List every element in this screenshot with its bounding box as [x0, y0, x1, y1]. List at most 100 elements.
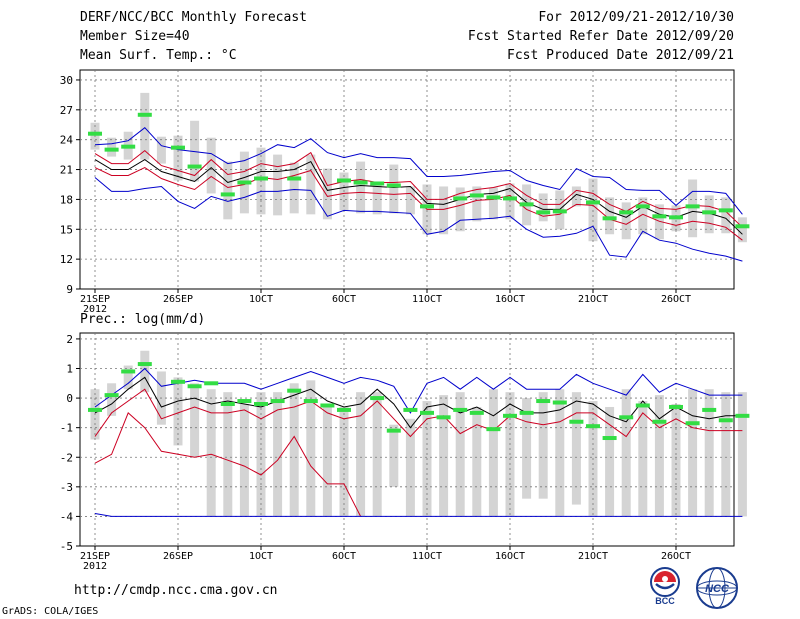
observed-marker — [254, 176, 268, 181]
spread-box — [306, 380, 316, 517]
x-tick-label: 26SEP — [163, 294, 193, 305]
observed-marker — [220, 402, 235, 406]
x-tick-label: 1OCT — [249, 551, 273, 562]
observed-marker — [270, 399, 285, 404]
spread-box — [322, 404, 332, 517]
observed-marker — [104, 393, 119, 398]
source-url[interactable]: http://cmdp.ncc.cma.gov.cn — [74, 583, 278, 598]
bcc-logo-text: BCC — [655, 596, 675, 606]
y-tick-label: 18 — [60, 193, 73, 206]
spread-box — [405, 186, 415, 215]
observed-marker — [469, 410, 484, 415]
spread-box — [455, 187, 465, 232]
observed-marker — [552, 209, 567, 214]
observed-marker — [685, 204, 700, 209]
spread-box — [605, 197, 615, 235]
series-upper — [94, 149, 743, 228]
grads-credit: GrADS: COLA/IGES — [2, 606, 99, 617]
observed-marker — [370, 181, 385, 186]
x-tick-label: 26OCT — [661, 551, 691, 562]
observed-marker — [702, 210, 717, 215]
spread-box — [389, 424, 399, 487]
observed-marker — [237, 180, 252, 185]
observed-marker — [503, 196, 517, 201]
observed-marker — [718, 208, 733, 213]
spread-box — [472, 406, 482, 517]
spread-box — [322, 168, 332, 220]
observed-marker — [436, 415, 451, 420]
temp-variable-label: Mean Surf. Temp.: °C — [80, 48, 237, 63]
observed-marker — [652, 419, 667, 424]
spread-box — [273, 154, 283, 216]
spread-box — [273, 392, 283, 517]
observed-marker — [204, 381, 219, 386]
spread-box — [107, 137, 117, 157]
observed-marker — [320, 403, 335, 408]
y-tick-label: -5 — [60, 540, 73, 553]
spread-box — [455, 392, 465, 517]
prec-variable-label: Prec.: log(mm/d) — [80, 312, 206, 327]
member-size: Member Size=40 — [80, 29, 190, 44]
spread-box — [571, 392, 581, 505]
spread-box — [389, 164, 399, 214]
spread-box — [190, 383, 200, 458]
y-tick-label: 24 — [60, 134, 74, 147]
observed-marker — [586, 424, 600, 429]
observed-marker — [569, 419, 584, 424]
observed-marker — [536, 210, 551, 215]
observed-marker — [702, 407, 717, 412]
x-tick-year: 2012 — [83, 304, 107, 315]
spread-box — [704, 389, 714, 517]
series-max — [94, 367, 743, 414]
observed-marker — [386, 428, 401, 433]
y-tick-label: 21 — [60, 164, 73, 177]
y-tick-label: -3 — [60, 481, 73, 494]
forecast-produced: Fcst Produced Date 2012/09/21 — [507, 48, 734, 63]
observed-marker — [619, 210, 634, 215]
ncc-logo: NCC — [694, 566, 740, 610]
spread-box — [372, 392, 382, 517]
observed-marker — [519, 410, 534, 415]
series-min — [94, 513, 743, 517]
y-tick-label: 27 — [60, 104, 73, 117]
spread-box — [522, 398, 532, 499]
observed-marker — [88, 407, 102, 412]
spread-box — [107, 383, 117, 416]
x-tick-label: 21OCT — [578, 551, 608, 562]
observed-marker — [669, 215, 683, 220]
x-tick-label: 1OCT — [249, 294, 273, 305]
observed-marker — [386, 183, 401, 188]
series-lowest — [94, 412, 362, 517]
y-tick-label: 0 — [66, 392, 73, 405]
observed-marker — [486, 427, 501, 432]
observed-marker — [88, 131, 102, 136]
spread-box — [239, 404, 249, 517]
y-tick-label: 1 — [66, 363, 73, 376]
y-tick-label: 12 — [60, 253, 73, 266]
observed-marker — [303, 399, 318, 404]
observed-marker — [552, 400, 567, 405]
forecast-started: Fcst Started Refer Date 2012/09/20 — [467, 29, 734, 44]
x-tick-label: 16OCT — [495, 551, 525, 562]
spread-box — [538, 193, 548, 222]
spread-box — [654, 395, 664, 517]
observed-marker — [735, 413, 750, 418]
y-tick-label: -2 — [60, 451, 73, 464]
observed-marker — [602, 436, 617, 441]
observed-marker — [652, 214, 667, 219]
spread-box — [538, 392, 548, 499]
observed-marker — [685, 421, 700, 426]
observed-marker — [718, 418, 733, 423]
x-tick-label: 26SEP — [163, 551, 193, 562]
spread-box — [289, 162, 299, 214]
observed-marker — [536, 399, 551, 404]
spread-box — [671, 404, 681, 517]
observed-marker — [420, 410, 434, 415]
observed-marker — [469, 193, 484, 198]
spread-box — [140, 92, 150, 160]
spread-box — [588, 178, 598, 242]
observed-marker — [453, 407, 468, 412]
x-tick-label: 6OCT — [332, 294, 356, 305]
y-tick-label: -1 — [60, 422, 73, 435]
